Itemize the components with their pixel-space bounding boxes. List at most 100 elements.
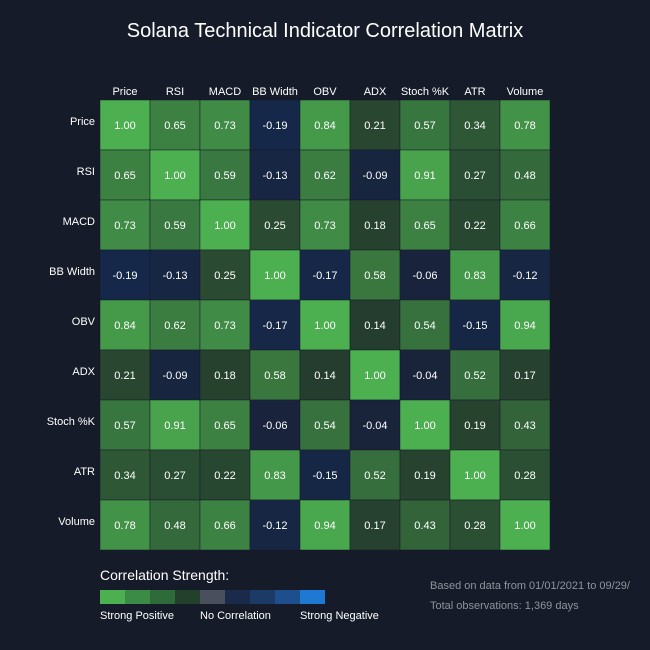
row-label: MACD <box>63 216 95 228</box>
heatmap-cell <box>349 199 401 251</box>
cell-value-label: 0.19 <box>464 420 485 432</box>
heatmap-cell <box>299 499 351 551</box>
legend-swatch <box>100 590 125 604</box>
legend-swatch <box>150 590 175 604</box>
cell-value-label: -0.06 <box>262 420 287 432</box>
heatmap-cell <box>249 249 301 301</box>
heatmap-cell <box>349 299 401 351</box>
heatmap-cell <box>299 299 351 351</box>
cell-value-label: 0.52 <box>364 470 385 482</box>
heatmap-cell <box>99 499 151 551</box>
legend-swatch <box>275 590 300 604</box>
legend-label-no-correlation: No Correlation <box>200 610 271 622</box>
row-label: Volume <box>58 516 95 528</box>
column-label: OBV <box>313 86 337 98</box>
heatmap-cell <box>499 99 551 151</box>
cell-value-label: 0.83 <box>264 470 285 482</box>
cell-value-label: -0.12 <box>512 270 537 282</box>
heatmap-cell <box>249 99 301 151</box>
heatmap-cell <box>99 299 151 351</box>
heatmap-cell <box>149 249 201 301</box>
heatmap-cell <box>299 349 351 401</box>
heatmap-cell <box>349 249 401 301</box>
cell-value-label: 0.59 <box>164 220 185 232</box>
cell-value-label: 0.65 <box>414 220 435 232</box>
heatmap-cell <box>499 499 551 551</box>
heatmap-cell <box>299 99 351 151</box>
column-label: Price <box>112 86 137 98</box>
cell-value-label: 0.21 <box>364 120 385 132</box>
heatmap-cell <box>349 499 401 551</box>
column-label: MACD <box>209 86 241 98</box>
cell-value-label: 0.66 <box>214 520 235 532</box>
chart-title: Solana Technical Indicator Correlation M… <box>126 20 524 42</box>
heatmap-cell <box>499 399 551 451</box>
heatmap-cell <box>249 149 301 201</box>
legend-swatch <box>300 590 325 604</box>
heatmap-cell <box>499 299 551 351</box>
cell-value-label: 0.73 <box>314 220 335 232</box>
heatmap-cell <box>99 199 151 251</box>
heatmap-cell <box>99 249 151 301</box>
cell-value-label: 0.43 <box>414 520 435 532</box>
column-label: ATR <box>464 86 485 98</box>
cell-value-label: -0.09 <box>362 170 387 182</box>
legend-title: Correlation Strength: <box>100 567 230 583</box>
heatmap-cell <box>249 449 301 501</box>
heatmap-cell <box>299 149 351 201</box>
heatmap-cell <box>449 499 501 551</box>
cell-value-label: 0.54 <box>314 420 335 432</box>
heatmap-cell <box>399 399 451 451</box>
cell-value-label: 0.19 <box>414 470 435 482</box>
cell-value-label: 0.17 <box>364 520 385 532</box>
cell-value-label: 0.78 <box>514 120 535 132</box>
cell-value-label: -0.09 <box>162 370 187 382</box>
heatmap-cell <box>149 449 201 501</box>
heatmap-cell <box>399 99 451 151</box>
heatmap-cell <box>499 449 551 501</box>
cell-value-label: -0.04 <box>362 420 387 432</box>
cell-value-label: -0.19 <box>112 270 137 282</box>
row-label: Price <box>70 116 95 128</box>
cell-value-label: 0.14 <box>364 320 385 332</box>
cell-value-label: 1.00 <box>164 170 185 182</box>
column-label: Volume <box>507 86 544 98</box>
legend-swatch <box>250 590 275 604</box>
heatmap-cell <box>149 299 201 351</box>
heatmap-cell <box>99 449 151 501</box>
heatmap-cell <box>99 399 151 451</box>
cell-value-label: -0.12 <box>262 520 287 532</box>
cell-value-label: 0.91 <box>164 420 185 432</box>
cell-value-label: 0.58 <box>264 370 285 382</box>
cell-value-label: 0.25 <box>214 270 235 282</box>
cell-value-label: 0.65 <box>214 420 235 432</box>
heatmap-cell <box>499 149 551 201</box>
heatmap-cell <box>149 399 201 451</box>
cell-value-label: 0.54 <box>414 320 435 332</box>
legend-color-bar <box>100 590 325 604</box>
cell-value-label: 0.18 <box>364 220 385 232</box>
heatmap-cell <box>299 399 351 451</box>
legend-swatch <box>225 590 250 604</box>
cell-value-label: -0.17 <box>312 270 337 282</box>
cell-value-label: 0.28 <box>514 470 535 482</box>
cell-value-label: 1.00 <box>314 320 335 332</box>
cell-value-label: 0.43 <box>514 420 535 432</box>
row-label: ATR <box>74 466 95 478</box>
cell-value-label: -0.15 <box>462 320 487 332</box>
cell-value-label: 1.00 <box>514 520 535 532</box>
heatmap-cell <box>449 249 501 301</box>
heatmap-cell <box>249 199 301 251</box>
heatmap-cell <box>99 349 151 401</box>
legend-swatch <box>200 590 225 604</box>
cell-value-label: 0.21 <box>114 370 135 382</box>
cell-value-label: 0.84 <box>114 320 135 332</box>
cell-value-label: -0.19 <box>262 120 287 132</box>
cell-value-label: -0.06 <box>412 270 437 282</box>
cell-value-label: 0.18 <box>214 370 235 382</box>
cell-value-label: -0.13 <box>262 170 287 182</box>
heatmap-cell <box>349 149 401 201</box>
heatmap-cell <box>449 199 501 251</box>
legend-swatch <box>175 590 200 604</box>
cell-value-label: 0.48 <box>514 170 535 182</box>
